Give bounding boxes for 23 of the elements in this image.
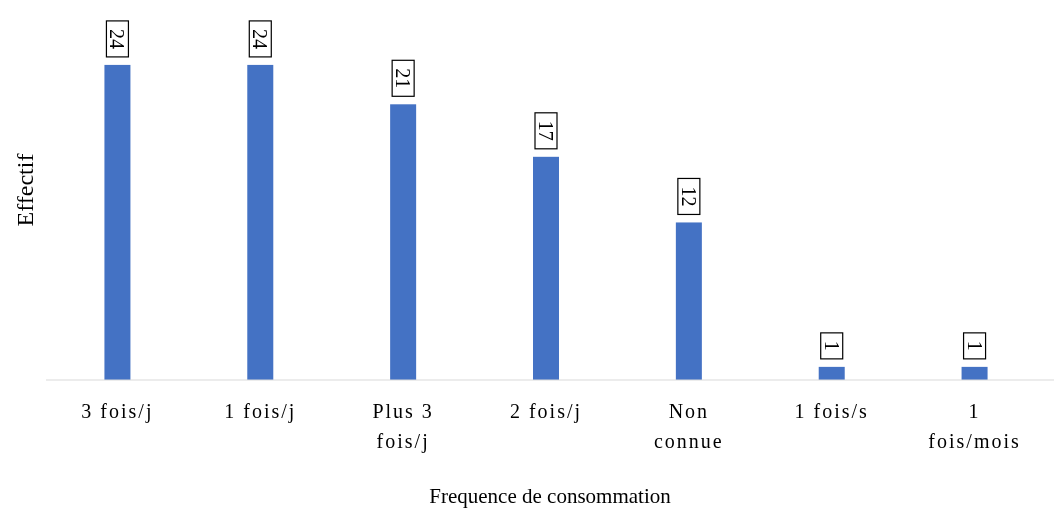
data-label: 24 (249, 28, 272, 49)
data-label: 17 (535, 120, 557, 141)
bar (818, 366, 845, 380)
x-tick-label: 3 fois/j (81, 400, 154, 423)
x-tick-label: 1 fois/mois (928, 400, 1021, 452)
x-tick-label: 1 fois/s (794, 400, 869, 422)
bar (104, 64, 131, 380)
x-tick-label: 2 fois/j (509, 400, 583, 423)
data-label: 12 (677, 186, 700, 207)
data-label: 24 (106, 28, 129, 49)
x-tick-label: Plus 3 fois/j (372, 400, 434, 453)
bar (533, 156, 559, 380)
x-tick-label: 1 fois/j (224, 400, 297, 423)
data-label: 1 (963, 340, 986, 351)
x-axis-title: Frequence de consommation (429, 484, 672, 508)
bar (961, 366, 988, 380)
bar (247, 64, 274, 380)
bar (675, 222, 702, 380)
data-label: 1 (820, 340, 843, 351)
bar (390, 104, 417, 380)
data-label: 21 (392, 68, 415, 89)
x-tick-label: Non connue (653, 400, 724, 452)
y-axis-title: Effectif (12, 153, 38, 227)
